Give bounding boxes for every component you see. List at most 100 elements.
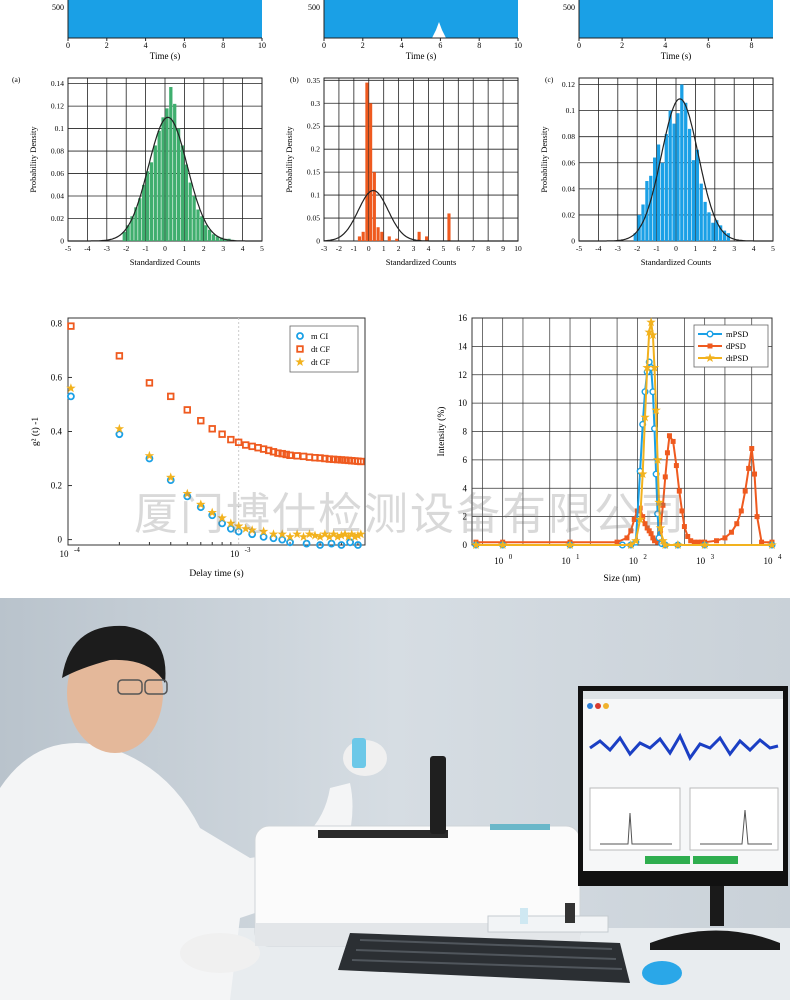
gaussian-fit-line bbox=[579, 98, 773, 242]
data-point bbox=[676, 488, 682, 494]
y-tick-label: 0 bbox=[571, 237, 575, 246]
data-point bbox=[115, 352, 124, 360]
lab-photo bbox=[0, 598, 790, 1000]
x-tick-label: -3 bbox=[321, 244, 327, 253]
data-point bbox=[304, 529, 315, 539]
histogram-bar bbox=[369, 103, 373, 241]
histogram-bar bbox=[188, 182, 192, 241]
y-tick-label: 12 bbox=[458, 370, 467, 380]
histogram-bar bbox=[633, 233, 637, 241]
x-tick-label: 7 bbox=[471, 244, 475, 253]
data-point bbox=[691, 539, 697, 545]
data-point bbox=[226, 518, 236, 528]
data-point bbox=[234, 438, 243, 447]
y-tick-label: 0.35 bbox=[307, 76, 320, 85]
data-point bbox=[624, 535, 630, 541]
data-point bbox=[648, 531, 654, 537]
trace-b: 0 2 4 6 8 10 500 Time (s) bbox=[308, 0, 522, 61]
trace-x-tick-label: 4 bbox=[663, 41, 667, 50]
histogram-bar bbox=[711, 222, 715, 241]
x-tick-label: 1 bbox=[694, 244, 698, 253]
trace-x-tick-label: 0 bbox=[577, 41, 581, 50]
trace-x-tick-label: 10 bbox=[514, 41, 522, 50]
data-point bbox=[115, 430, 124, 439]
data-point bbox=[310, 530, 320, 540]
data-point bbox=[646, 528, 652, 534]
data-point bbox=[649, 362, 660, 372]
data-point bbox=[316, 541, 324, 549]
size-distribution-chart: 0 2 4 6 8 10 12 14 16 10 0 10 1 10 2 10 3 10 4 Size (nm) Int… bbox=[436, 313, 782, 584]
trace-x-tick-label: 4 bbox=[144, 41, 148, 50]
y-tick-label: 0.1 bbox=[566, 106, 576, 115]
data-point bbox=[614, 539, 620, 545]
chart-area: 0 2 4 6 8 10 500 Time (s) 0 2 4 6 8 10 500 Time (s) 0 2 4 6… bbox=[12, 0, 782, 584]
data-point bbox=[274, 449, 282, 457]
histogram-bar bbox=[653, 157, 657, 241]
series-dtPSD bbox=[471, 317, 777, 549]
histogram-bar bbox=[153, 145, 157, 241]
series-square bbox=[67, 322, 365, 466]
x-tick-label: 5 bbox=[260, 244, 264, 253]
x-tick-exponent: 1 bbox=[576, 553, 580, 561]
data-point bbox=[295, 357, 305, 366]
trace-y-tick-label: 500 bbox=[52, 3, 64, 12]
data-point bbox=[328, 529, 339, 539]
data-point bbox=[282, 450, 290, 459]
x-tick-label: -4 bbox=[595, 244, 601, 253]
data-point bbox=[497, 540, 508, 549]
data-point bbox=[354, 541, 362, 549]
y-tick-label: 14 bbox=[458, 341, 468, 351]
data-point bbox=[742, 488, 748, 494]
x-tick-label: 5 bbox=[442, 244, 446, 253]
histogram-bar bbox=[126, 225, 130, 241]
legend-label: dt CF bbox=[311, 357, 330, 367]
trace-x-tick-label: 6 bbox=[706, 41, 710, 50]
histogram-bar bbox=[357, 236, 362, 241]
y-axis-label: Probability Density bbox=[539, 126, 549, 193]
histogram-bar bbox=[173, 103, 177, 242]
data-point bbox=[752, 471, 758, 477]
trace-x-tick-label: 0 bbox=[66, 41, 70, 50]
data-point bbox=[640, 514, 646, 520]
trace-x-tick-label: 8 bbox=[477, 41, 481, 50]
x-tick-label: 6 bbox=[456, 244, 460, 253]
histogram-bar bbox=[691, 160, 696, 241]
data-point bbox=[145, 379, 154, 387]
y-tick-label: 0 bbox=[60, 237, 64, 246]
data-point bbox=[626, 540, 636, 549]
data-point bbox=[340, 529, 350, 539]
data-point bbox=[660, 540, 670, 549]
x-tick-label: 1 bbox=[183, 244, 187, 253]
histogram-bar bbox=[219, 237, 223, 241]
trace-x-tick-label: 8 bbox=[221, 41, 225, 50]
histogram-bar bbox=[176, 128, 181, 241]
data-point bbox=[699, 540, 710, 549]
histogram-bar bbox=[447, 213, 451, 241]
x-tick-label: -5 bbox=[65, 244, 71, 253]
x-tick-label: 3 bbox=[221, 244, 225, 253]
y-tick-label: 0.6 bbox=[51, 372, 63, 382]
keyboard bbox=[338, 933, 630, 983]
y-tick-label: 0.15 bbox=[307, 168, 320, 177]
data-point bbox=[333, 455, 342, 464]
data-point bbox=[655, 539, 661, 545]
y-tick-label: 0.1 bbox=[311, 191, 321, 200]
data-point bbox=[651, 405, 661, 415]
y-tick-label: 0.04 bbox=[51, 192, 64, 201]
trace-x-tick-label: 8 bbox=[749, 41, 753, 50]
data-point bbox=[196, 499, 206, 509]
trace-x-axis-label: Time (s) bbox=[150, 51, 180, 61]
data-point bbox=[298, 531, 309, 541]
data-point bbox=[350, 531, 360, 541]
histogram-bar bbox=[707, 212, 711, 241]
x-axis-label: Delay time (s) bbox=[189, 568, 243, 579]
y-tick-label: 16 bbox=[458, 313, 468, 323]
y-tick-label: 0.2 bbox=[311, 145, 321, 154]
y-tick-label: 8 bbox=[463, 427, 468, 437]
x-tick-label: -1 bbox=[351, 244, 357, 253]
x-tick-label: 2 bbox=[202, 244, 206, 253]
x-tick-label: 9 bbox=[501, 244, 505, 253]
data-point bbox=[637, 469, 648, 479]
histogram-bar bbox=[184, 164, 188, 241]
